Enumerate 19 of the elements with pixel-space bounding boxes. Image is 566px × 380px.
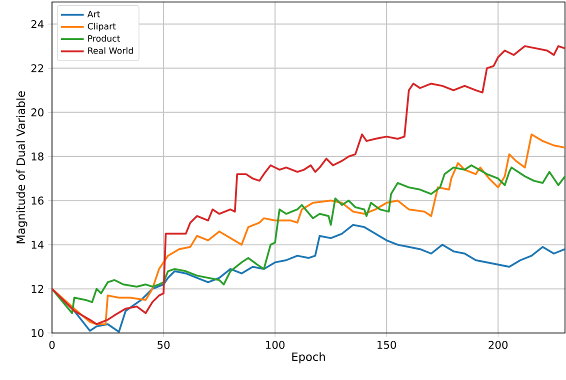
y-axis-title: Magnitude of Dual Variable: [16, 91, 28, 244]
y-tick-label: 14: [32, 240, 44, 249]
x-axis-title: Epoch: [292, 352, 325, 364]
y-tick-label: 18: [32, 152, 44, 160]
x-tick-label: 150: [378, 340, 396, 349]
y-tick-label: 10: [32, 328, 44, 338]
x-tick-label: 0: [49, 340, 55, 349]
x-tick-label: 50: [158, 340, 170, 349]
x-tick-label: 200: [488, 340, 508, 349]
x-tick-label: 100: [266, 340, 285, 349]
legend-label: Clipart: [88, 22, 116, 32]
legend-label: Real World: [88, 47, 133, 54]
legend-label: Product: [88, 35, 120, 42]
y-tick-label: 12: [32, 284, 44, 293]
y-tick-label: 20: [31, 108, 44, 116]
y-tick-label: 16: [32, 196, 44, 205]
y-tick-label: 22: [31, 64, 44, 72]
y-tick-label: 24: [31, 20, 44, 28]
legend-label: Art: [87, 10, 100, 18]
